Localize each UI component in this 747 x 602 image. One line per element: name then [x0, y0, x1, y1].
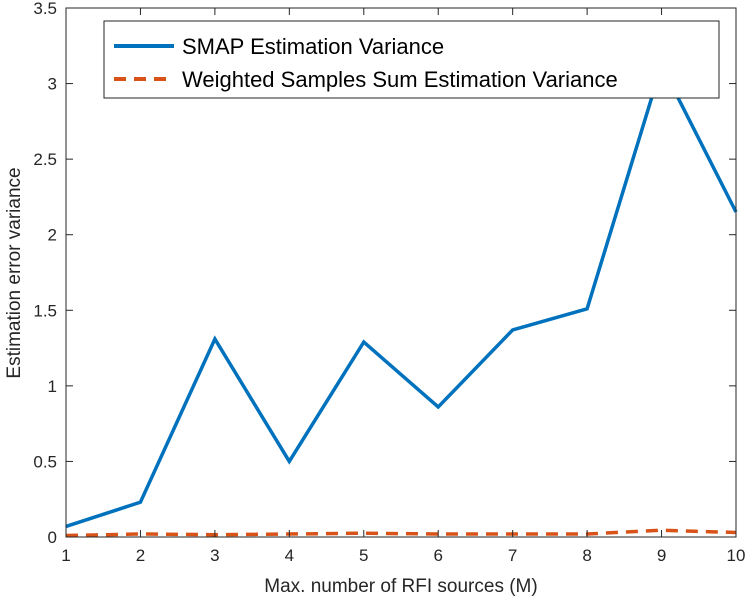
y-tick-label: 0 [48, 528, 57, 547]
x-axis-ticks: 1 2 3 4 5 6 7 8 9 10 [61, 8, 745, 565]
y-tick-label: 3 [48, 75, 57, 94]
x-tick-label: 8 [582, 546, 591, 565]
x-tick-label: 4 [285, 546, 294, 565]
y-tick-label: 1.5 [33, 301, 57, 320]
x-tick-label: 10 [727, 546, 746, 565]
y-tick-label: 1 [48, 377, 57, 396]
y-axis-label: Estimation error variance [4, 167, 25, 378]
series-line-1 [65, 60, 738, 529]
series-lines [65, 60, 738, 538]
x-tick-label: 1 [61, 546, 70, 565]
x-tick-label: 9 [657, 546, 666, 565]
x-axis-label: Max. number of RFI sources (M) [264, 576, 537, 597]
axes-box [65, 7, 737, 538]
x-tick-label: 7 [508, 546, 517, 565]
legend-label-weighted: Weighted Samples Sum Estimation Variance [182, 67, 618, 92]
y-tick-label: 0.5 [33, 452, 57, 471]
x-tick-label: 6 [433, 546, 442, 565]
legend-box [103, 20, 720, 99]
y-tick-label: 2 [48, 226, 57, 245]
x-tick-label: 2 [136, 546, 145, 565]
y-axis-ticks: 0 0.5 1 1.5 2 2.5 3 3.5 [33, 0, 736, 547]
legend-label-smap: SMAP Estimation Variance [182, 34, 444, 59]
axes [65, 7, 737, 538]
legend: SMAP Estimation Variance Weighted Sample… [103, 20, 720, 99]
y-tick-label: 3.5 [33, 0, 57, 18]
x-tick-label: 5 [359, 546, 368, 565]
y-tick-label: 2.5 [33, 150, 57, 169]
series-line-2 [65, 528, 737, 538]
x-tick-label: 3 [210, 546, 219, 565]
